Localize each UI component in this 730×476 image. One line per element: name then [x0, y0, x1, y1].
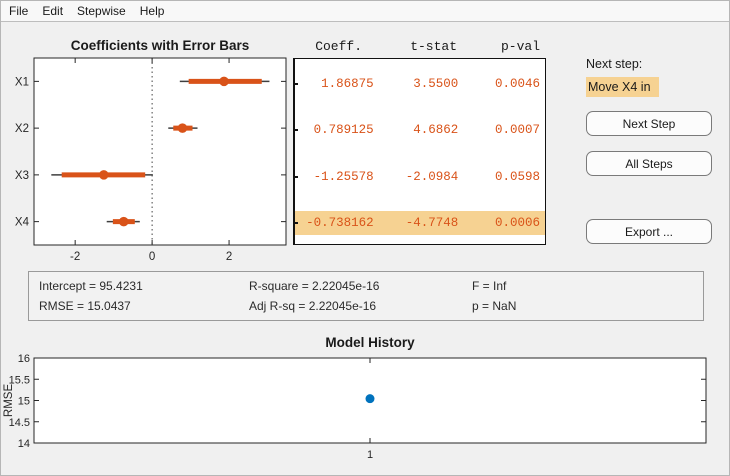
coef-table-row-X3[interactable]: -1.25578 -2.0984 0.0598	[295, 165, 545, 189]
tstat-value: 4.6862	[413, 123, 459, 137]
pval-value: 0.0598	[494, 170, 540, 184]
stat-p: p = NaN	[472, 299, 517, 313]
model-history-title: Model History	[325, 335, 415, 350]
table-row-tick	[293, 222, 298, 224]
coeff-value: 1.86875	[321, 77, 374, 91]
y-tick-label: 15	[18, 396, 30, 408]
error-bar-X4[interactable]	[106, 216, 140, 227]
menu-item-edit[interactable]: Edit	[42, 4, 64, 18]
error-bar-X2[interactable]	[168, 123, 198, 133]
coef-table-row-X4[interactable]: -0.738162 -4.7748 0.0006	[295, 211, 545, 235]
tstat-column-header: t-stat	[410, 39, 457, 54]
all-steps-button[interactable]: All Steps	[586, 151, 712, 176]
next-step-button[interactable]: Next Step	[586, 111, 712, 136]
y-tick-label-X1: X1	[15, 76, 29, 88]
stat-r-square: R-square = 2.22045e-16	[249, 279, 380, 293]
x-tick-label: 0	[149, 251, 155, 263]
coeff-value: 0.789125	[313, 123, 374, 137]
y-tick-label: 14	[18, 438, 30, 450]
model-statistics-panel: Intercept = 95.4231 R-square = 2.22045e-1…	[28, 271, 704, 321]
y-tick-label-X2: X2	[15, 123, 29, 135]
coefficient-point	[177, 123, 188, 133]
coeff-value: -1.25578	[313, 170, 374, 184]
next-step-label: Next step:	[586, 57, 643, 71]
tstat-value: 3.5500	[413, 77, 459, 91]
coef-table-row-X2[interactable]: 0.789125 4.6862 0.0007	[295, 118, 545, 142]
y-tick-label-X4: X4	[15, 217, 30, 229]
tstat-value: -4.7748	[405, 216, 459, 230]
table-row-tick	[293, 129, 298, 131]
pval-column-header: p-val	[500, 39, 540, 54]
stat-rmse: RMSE = 15.0437	[39, 299, 131, 313]
export-button[interactable]: Export ...	[586, 219, 712, 244]
coef-table-headers: Coeff. t-stat p-val	[293, 39, 546, 55]
coefficient-point	[118, 216, 129, 227]
y-tick-label: 14.5	[9, 417, 30, 429]
model-history-plot[interactable]: 14 14.5 15 15.5 16 1 RMSE	[1, 351, 730, 476]
pval-value: 0.0006	[494, 216, 540, 230]
table-row-tick	[293, 176, 298, 178]
plot-background	[34, 58, 286, 245]
y-tick-label-X3: X3	[15, 170, 29, 182]
x-tick-label: 2	[226, 251, 232, 263]
pval-value: 0.0007	[494, 123, 540, 137]
coefficients-error-bar-plot[interactable]: -2 0 2 X1 X2 X3 X4	[1, 55, 293, 267]
pval-value: 0.0046	[494, 77, 540, 91]
menu-item-help[interactable]: Help	[139, 4, 165, 18]
y-axis-label: RMSE	[3, 384, 15, 418]
y-tick-label: 16	[18, 353, 30, 365]
menu-item-stepwise[interactable]: Stepwise	[77, 4, 126, 18]
coeff-column-header: Coeff.	[315, 39, 362, 54]
menu-bar: File Edit Stepwise Help	[1, 1, 729, 22]
axes-box	[33, 357, 707, 444]
stat-intercept: Intercept = 95.4231	[39, 279, 143, 293]
stat-adj-r-sq: Adj R-sq = 2.22045e-16	[249, 299, 377, 313]
coefficient-point	[219, 76, 229, 87]
table-row-tick	[293, 83, 298, 85]
coefficients-plot-title: Coefficients with Error Bars	[70, 38, 250, 53]
axes-box	[33, 57, 287, 246]
x-tick-label: -2	[70, 251, 80, 263]
tstat-value: -2.0984	[405, 170, 459, 184]
stat-f: F = Inf	[472, 279, 507, 293]
x-tick-label: 1	[367, 449, 373, 461]
next-step-recommendation: Move X4 in	[586, 77, 659, 97]
error-bar-X1[interactable]	[179, 76, 270, 87]
coefficient-point	[98, 170, 109, 180]
coeff-value: -0.738162	[306, 216, 374, 230]
model-history-point[interactable]	[365, 394, 375, 404]
menu-item-file[interactable]: File	[9, 4, 29, 18]
y-tick-label: 15.5	[9, 374, 30, 386]
error-bar-X3[interactable]	[51, 170, 153, 180]
coefficients-table: 1.86875 3.5500 0.0046 0.789125 4.6862 0.0007 -…	[293, 58, 546, 245]
coef-table-row-X1[interactable]: 1.86875 3.5500 0.0046	[295, 72, 545, 96]
